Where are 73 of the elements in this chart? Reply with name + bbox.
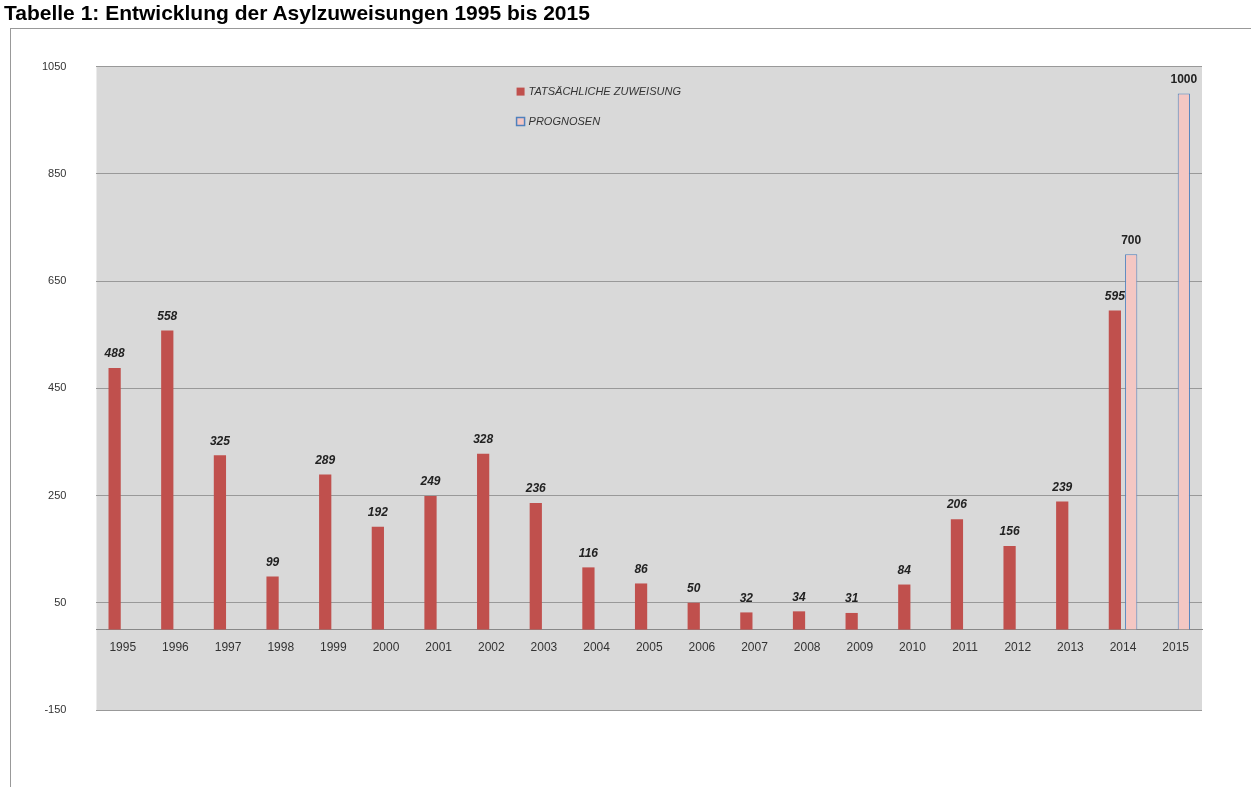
x-tick-label: 1998 [267,640,295,655]
data-label: 34 [792,589,806,604]
data-label: 32 [739,590,754,605]
bar [319,474,332,630]
bar [582,567,595,630]
x-tick-label: 2000 [372,640,400,655]
bar [108,367,121,630]
x-tick-label: 2012 [1004,640,1032,655]
y-tick-label: 50 [54,595,67,608]
bar [950,519,964,630]
data-label: 558 [157,308,178,323]
data-label: 1000 [1170,71,1198,86]
data-label: 99 [265,554,280,569]
x-tick-label: 2008 [793,640,821,655]
bar [1056,501,1069,630]
y-tick-label: 650 [48,274,67,287]
x-tick-label: 1996 [162,640,190,655]
x-tick-label: 2014 [1109,640,1137,655]
x-tick-label: 2001 [425,640,453,655]
x-tick-label: 2010 [899,640,927,655]
bar [792,611,806,630]
data-label: 116 [578,545,599,560]
bar [529,503,542,630]
data-label: 50 [687,581,701,596]
data-label: 206 [945,497,968,512]
bar [161,330,174,630]
bar [687,602,700,630]
x-tick-label: 2007 [741,640,769,655]
data-label: 325 [209,433,231,448]
y-tick-label: -150 [44,703,67,716]
bar [477,453,490,630]
y-tick-label: 250 [48,488,67,501]
data-label: 595 [1104,288,1126,303]
bar [898,584,911,630]
bar [634,583,648,630]
data-label: 328 [473,432,494,447]
y-tick-label: 850 [48,166,67,179]
data-label: 192 [367,504,389,519]
x-tick-label: 1997 [214,640,242,655]
bar [1003,545,1016,630]
bar [213,455,227,630]
y-tick-label: 1050 [41,59,67,72]
data-label: 700 [1121,232,1142,247]
x-tick-label: 2005 [635,640,663,655]
data-label: 289 [314,452,336,467]
x-tick-label: 2004 [583,640,611,655]
x-tick-label: 1999 [320,640,348,655]
x-tick-label: 2002 [477,640,505,655]
data-label: 239 [1051,479,1073,494]
data-label: 488 [103,346,125,361]
legend-label: TATSÄCHLICHE ZUWEISUNG [528,84,682,97]
legend-label: PROGNOSEN [528,114,601,127]
data-label: 84 [897,562,912,577]
bar [1108,310,1121,630]
bar [424,496,437,630]
x-tick-label: 2011 [952,640,979,655]
bar [845,612,858,630]
bar [740,612,753,630]
x-tick-label: 1995 [109,640,137,655]
x-tick-label: 2013 [1057,640,1085,655]
x-tick-label: 2006 [688,640,716,655]
bar [371,526,384,630]
data-label: 86 [634,561,649,576]
data-label: 249 [419,474,441,489]
data-label: 236 [524,481,547,496]
bar [266,576,279,630]
data-label: 31 [844,591,859,606]
x-tick-label: 2009 [846,640,874,655]
chart-title: Tabelle 1: Entwicklung der Asylzuweisungen 1995 bis 2015 [4,0,590,26]
y-tick-label: 450 [48,381,67,394]
x-tick-label: 2003 [530,640,558,655]
data-label: 156 [999,524,1020,539]
x-tick-label: 2015 [1162,640,1190,655]
